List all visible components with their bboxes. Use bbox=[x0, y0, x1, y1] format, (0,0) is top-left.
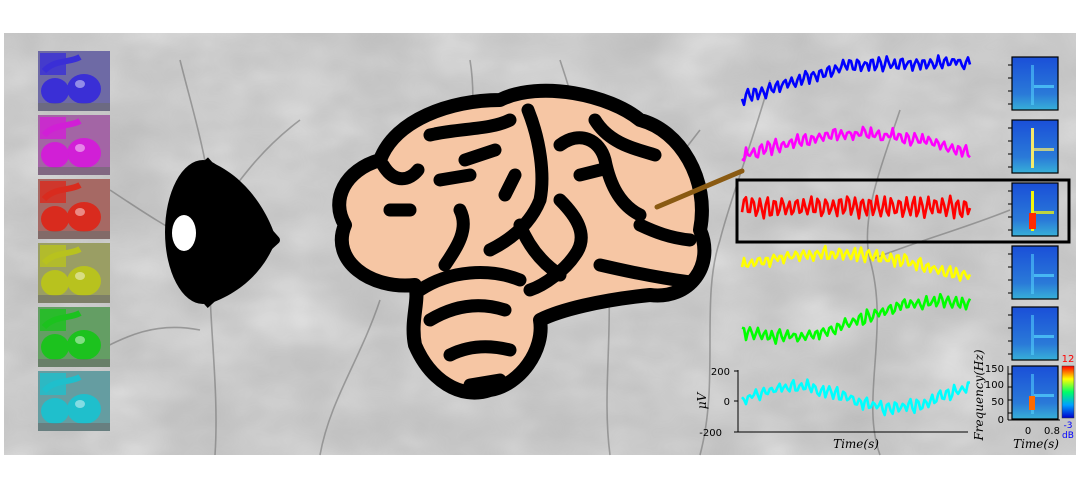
spectrogram-panel bbox=[1008, 306, 1059, 361]
stimulus-thumbnail bbox=[38, 371, 110, 431]
spec-xlabel: Time(s) bbox=[1013, 437, 1059, 451]
stimulus-thumbnail bbox=[38, 115, 110, 175]
lfp-trace bbox=[740, 194, 972, 220]
spec-xtick-0: 0 bbox=[1025, 426, 1031, 437]
colorbar-min-label: -3 bbox=[1064, 421, 1073, 431]
lfp-trace bbox=[741, 292, 972, 345]
colorbar-max-label: 12 bbox=[1062, 354, 1075, 365]
stimulus-thumbnail bbox=[38, 243, 110, 303]
brain-icon bbox=[332, 83, 712, 400]
colorbar-unit: dB bbox=[1062, 431, 1074, 441]
spectrogram-panel bbox=[1008, 119, 1059, 174]
lfp-ylabel: μV bbox=[695, 391, 709, 409]
lfp-xlabel: Time(s) bbox=[833, 437, 879, 451]
spectrogram-panels bbox=[1008, 56, 1059, 420]
spec-ytick-0: 0 bbox=[998, 415, 1004, 426]
spectrogram-panel bbox=[1008, 182, 1059, 237]
lfp-trace bbox=[741, 378, 971, 417]
colorbar: 12 -3 dB bbox=[1062, 354, 1075, 441]
spec-ytick-150: 150 bbox=[985, 364, 1004, 375]
spec-ytick-50: 50 bbox=[991, 397, 1004, 408]
stimulus-thumbnail bbox=[38, 51, 110, 111]
lfp-traces bbox=[740, 54, 972, 417]
spectrogram-panel bbox=[1008, 365, 1059, 420]
stimulus-thumbnails bbox=[38, 51, 110, 431]
lfp-axes: 200 0 -200 μV Time(s) bbox=[695, 367, 968, 451]
eye-highlight bbox=[172, 215, 196, 251]
spec-ytick-100: 100 bbox=[985, 380, 1004, 391]
lfp-trace bbox=[740, 54, 972, 107]
stimulus-thumbnail bbox=[38, 179, 110, 239]
stimulus-thumbnail bbox=[38, 307, 110, 367]
spec-xtick-0.8: 0.8 bbox=[1044, 426, 1060, 437]
eye-icon bbox=[165, 157, 280, 308]
electrode-probe bbox=[654, 168, 745, 210]
spectrogram-panel bbox=[1008, 56, 1059, 111]
selected-trace-highlight-box bbox=[735, 178, 1071, 244]
spectrogram-panel bbox=[1008, 245, 1059, 300]
lfp-trace bbox=[740, 244, 972, 282]
spec-ylabel: Frequency(Hz) bbox=[972, 349, 986, 441]
spectrogram-axes: 150 100 50 0 0 0.8 Frequency(Hz) Time(s) bbox=[972, 349, 1060, 451]
lfp-ytick-0: 0 bbox=[724, 397, 730, 408]
lfp-ytick-neg200: -200 bbox=[699, 428, 722, 439]
lfp-ytick-200: 200 bbox=[711, 367, 730, 378]
lfp-trace bbox=[741, 125, 971, 162]
